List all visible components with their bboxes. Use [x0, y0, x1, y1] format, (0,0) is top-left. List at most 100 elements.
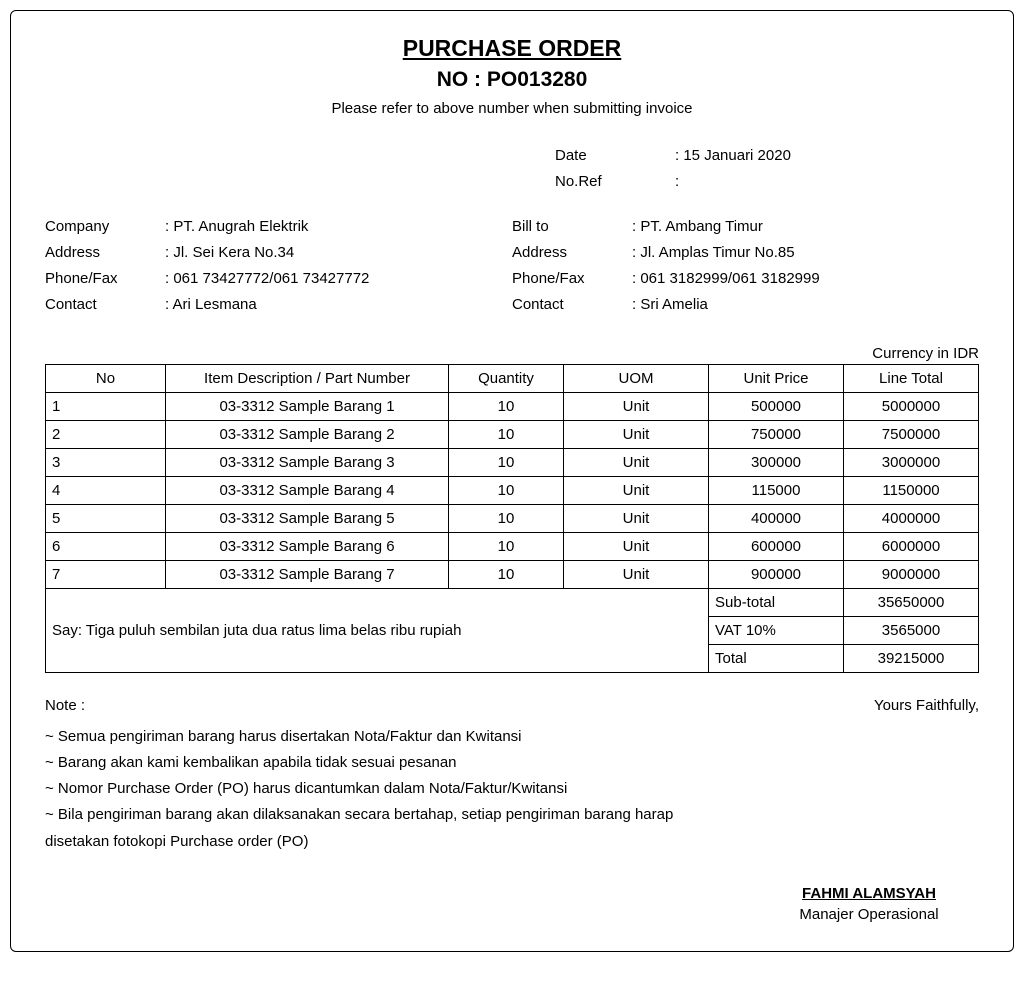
cell-qty: 10 — [449, 420, 564, 448]
cell-uom: Unit — [564, 476, 709, 504]
th-uom: UOM — [564, 364, 709, 392]
po-number: NO : PO013280 — [45, 68, 979, 92]
cell-qty: 10 — [449, 392, 564, 420]
cell-desc: 03-3312 Sample Barang 6 — [166, 532, 449, 560]
doc-subhead: Please refer to above number when submit… — [45, 100, 979, 117]
total-label: Total — [709, 644, 844, 672]
billto-address-label: Address — [512, 240, 632, 266]
cell-no: 7 — [46, 560, 166, 588]
company-contact-label: Contact — [45, 292, 165, 318]
table-row: 703-3312 Sample Barang 710Unit9000009000… — [46, 560, 979, 588]
signatory-title: Manajer Operasional — [759, 906, 979, 923]
doc-title: PURCHASE ORDER — [45, 35, 979, 62]
table-header-row: No Item Description / Part Number Quanti… — [46, 364, 979, 392]
billto-contact-value: Sri Amelia — [632, 292, 708, 318]
billto-value: PT. Ambang Timur — [632, 214, 763, 240]
ref-value — [675, 169, 679, 195]
cell-uom: Unit — [564, 532, 709, 560]
po-number-value: PO013280 — [487, 68, 587, 91]
company-phone-value: 061 73427772/061 73427772 — [165, 266, 369, 292]
cell-no: 1 — [46, 392, 166, 420]
cell-qty: 10 — [449, 560, 564, 588]
vat-value: 3565000 — [844, 616, 979, 644]
currency-note: Currency in IDR — [45, 345, 979, 362]
company-address-label: Address — [45, 240, 165, 266]
cell-desc: 03-3312 Sample Barang 1 — [166, 392, 449, 420]
ref-label: No.Ref — [555, 169, 675, 195]
cell-no: 4 — [46, 476, 166, 504]
company-contact-value: Ari Lesmana — [165, 292, 257, 318]
th-up: Unit Price — [709, 364, 844, 392]
cell-desc: 03-3312 Sample Barang 4 — [166, 476, 449, 504]
cell-lt: 1150000 — [844, 476, 979, 504]
meta-top: Date15 Januari 2020 No.Ref — [45, 143, 979, 196]
cell-desc: 03-3312 Sample Barang 7 — [166, 560, 449, 588]
cell-uom: Unit — [564, 448, 709, 476]
billto-phone-value: 061 3182999/061 3182999 — [632, 266, 820, 292]
cell-desc: 03-3312 Sample Barang 2 — [166, 420, 449, 448]
company-address-value: Jl. Sei Kera No.34 — [165, 240, 294, 266]
table-row: 203-3312 Sample Barang 210Unit7500007500… — [46, 420, 979, 448]
subtotal-value: 35650000 — [844, 588, 979, 616]
cell-uom: Unit — [564, 560, 709, 588]
cell-qty: 10 — [449, 476, 564, 504]
purchase-order-page: PURCHASE ORDER NO : PO013280 Please refe… — [10, 10, 1014, 952]
th-no: No — [46, 364, 166, 392]
note-item: ~ Barang akan kami kembalikan apabila ti… — [45, 750, 725, 776]
notes-list: ~ Semua pengiriman barang harus disertak… — [45, 724, 725, 855]
cell-lt: 6000000 — [844, 532, 979, 560]
cell-qty: 10 — [449, 532, 564, 560]
cell-lt: 9000000 — [844, 560, 979, 588]
company-label: Company — [45, 214, 165, 240]
cell-lt: 4000000 — [844, 504, 979, 532]
cell-no: 3 — [46, 448, 166, 476]
cell-desc: 03-3312 Sample Barang 5 — [166, 504, 449, 532]
cell-up: 600000 — [709, 532, 844, 560]
notes-block: Note : Yours Faithfully, ~ Semua pengiri… — [45, 697, 979, 923]
say-label: Say: — [52, 622, 86, 639]
company-phone-label: Phone/Fax — [45, 266, 165, 292]
cell-up: 400000 — [709, 504, 844, 532]
cell-uom: Unit — [564, 392, 709, 420]
cell-up: 500000 — [709, 392, 844, 420]
note-item: ~ Nomor Purchase Order (PO) harus dicant… — [45, 776, 725, 802]
cell-no: 2 — [46, 420, 166, 448]
say-cell: Say: Tiga puluh sembilan juta dua ratus … — [46, 588, 709, 672]
signatory-name: FAHMI ALAMSYAH — [759, 885, 979, 902]
cell-no: 5 — [46, 504, 166, 532]
say-value: Tiga puluh sembilan juta dua ratus lima … — [86, 622, 462, 639]
billto-label: Bill to — [512, 214, 632, 240]
cell-desc: 03-3312 Sample Barang 3 — [166, 448, 449, 476]
table-row: 103-3312 Sample Barang 110Unit5000005000… — [46, 392, 979, 420]
cell-qty: 10 — [449, 504, 564, 532]
closing-salutation: Yours Faithfully, — [874, 697, 979, 714]
company-block: CompanyPT. Anugrah Elektrik AddressJl. S… — [45, 214, 512, 319]
cell-uom: Unit — [564, 420, 709, 448]
cell-lt: 5000000 — [844, 392, 979, 420]
cell-up: 900000 — [709, 560, 844, 588]
billto-phone-label: Phone/Fax — [512, 266, 632, 292]
table-row: 403-3312 Sample Barang 410Unit1150001150… — [46, 476, 979, 504]
cell-up: 300000 — [709, 448, 844, 476]
date-label: Date — [555, 143, 675, 169]
total-value: 39215000 — [844, 644, 979, 672]
th-lt: Line Total — [844, 364, 979, 392]
parties-block: CompanyPT. Anugrah Elektrik AddressJl. S… — [45, 214, 979, 319]
items-table: No Item Description / Part Number Quanti… — [45, 364, 979, 673]
cell-lt: 7500000 — [844, 420, 979, 448]
notes-heading: Note : — [45, 697, 85, 714]
subtotal-label: Sub-total — [709, 588, 844, 616]
billto-contact-label: Contact — [512, 292, 632, 318]
cell-no: 6 — [46, 532, 166, 560]
cell-up: 115000 — [709, 476, 844, 504]
billto-block: Bill toPT. Ambang Timur AddressJl. Ampla… — [512, 214, 979, 319]
company-value: PT. Anugrah Elektrik — [165, 214, 308, 240]
po-number-label: NO : — [437, 68, 487, 91]
cell-lt: 3000000 — [844, 448, 979, 476]
cell-qty: 10 — [449, 448, 564, 476]
signature-block: FAHMI ALAMSYAH Manajer Operasional — [759, 885, 979, 923]
billto-address-value: Jl. Amplas Timur No.85 — [632, 240, 795, 266]
table-row: 603-3312 Sample Barang 610Unit6000006000… — [46, 532, 979, 560]
note-item: ~ Bila pengiriman barang akan dilaksanak… — [45, 802, 725, 855]
th-desc: Item Description / Part Number — [166, 364, 449, 392]
